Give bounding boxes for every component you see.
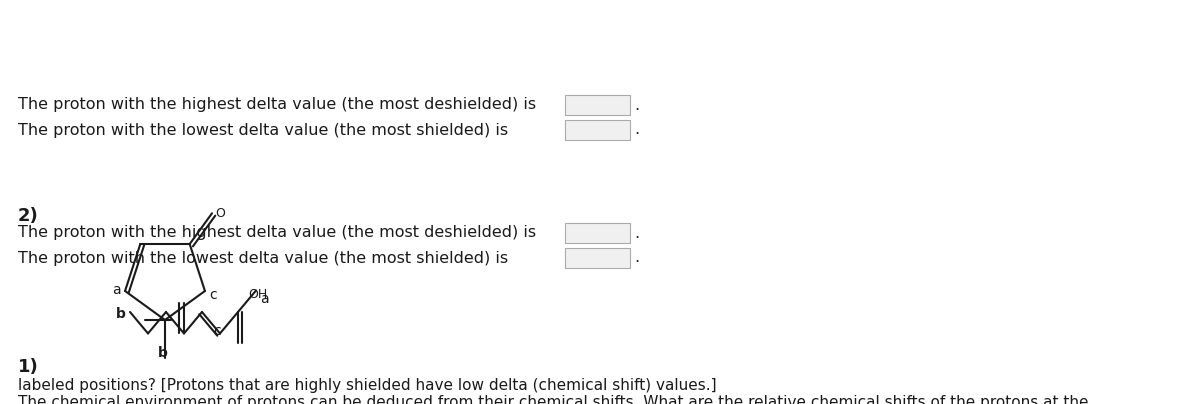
Text: The proton with the lowest delta value (the most shielded) is: The proton with the lowest delta value (… bbox=[18, 250, 508, 265]
Text: .: . bbox=[634, 97, 640, 112]
Text: labeled positions? [Protons that are highly shielded have low delta (chemical sh: labeled positions? [Protons that are hig… bbox=[18, 378, 716, 393]
Text: .: . bbox=[634, 122, 640, 137]
Text: O: O bbox=[215, 207, 224, 220]
Text: The proton with the highest delta value (the most deshielded) is: The proton with the highest delta value … bbox=[18, 97, 536, 112]
Text: 1): 1) bbox=[18, 358, 38, 376]
Text: a: a bbox=[260, 292, 269, 305]
Text: The proton with the lowest delta value (the most shielded) is: The proton with the lowest delta value (… bbox=[18, 122, 508, 137]
Text: b: b bbox=[116, 307, 126, 321]
Bar bbox=[565, 120, 630, 140]
Text: The chemical environment of protons can be deduced from their chemical shifts. W: The chemical environment of protons can … bbox=[18, 395, 1088, 404]
Bar bbox=[565, 248, 630, 268]
Text: .: . bbox=[634, 250, 640, 265]
Bar bbox=[565, 223, 630, 243]
Bar bbox=[565, 95, 630, 115]
Text: a: a bbox=[113, 283, 121, 297]
Text: 2): 2) bbox=[18, 207, 38, 225]
Text: OH: OH bbox=[248, 288, 268, 301]
Text: .: . bbox=[634, 225, 640, 240]
Text: The proton with the highest delta value (the most deshielded) is: The proton with the highest delta value … bbox=[18, 225, 536, 240]
Text: c: c bbox=[214, 324, 221, 339]
Text: b: b bbox=[158, 346, 168, 360]
Text: c: c bbox=[209, 288, 216, 302]
